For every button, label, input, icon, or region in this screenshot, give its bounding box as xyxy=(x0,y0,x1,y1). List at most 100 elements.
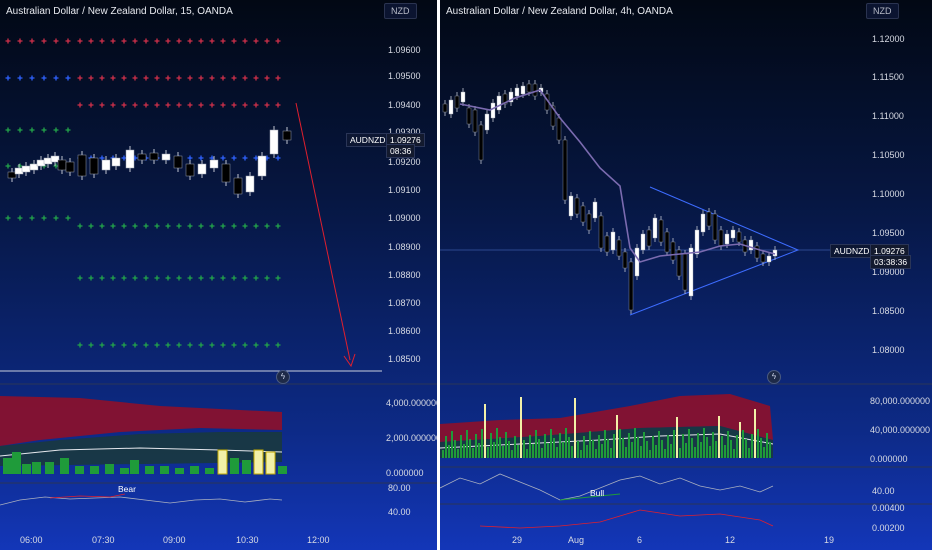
plus-marker xyxy=(41,75,47,81)
left-chart-pane[interactable]: Australian Dollar / New Zealand Dollar, … xyxy=(0,0,437,550)
plus-marker xyxy=(253,38,259,44)
right-currency-button[interactable]: NZD xyxy=(866,3,899,19)
volume-bar xyxy=(577,441,579,458)
lightning-icon[interactable]: ϟ xyxy=(767,370,781,384)
left-time-tick: 09:00 xyxy=(163,535,186,545)
plus-marker xyxy=(275,155,281,161)
plus-marker xyxy=(220,155,226,161)
plus-marker xyxy=(198,275,204,281)
plus-marker xyxy=(88,38,94,44)
candle xyxy=(694,229,700,255)
plus-marker xyxy=(99,102,105,108)
candle xyxy=(50,155,60,163)
volume-bar xyxy=(745,439,747,458)
candle xyxy=(221,163,231,183)
candle xyxy=(137,153,147,161)
plus-marker xyxy=(143,38,149,44)
plus-marker xyxy=(99,342,105,348)
volume-bar xyxy=(622,438,624,458)
plus-marker xyxy=(29,127,35,133)
plus-marker xyxy=(77,75,83,81)
plus-marker xyxy=(121,275,127,281)
candle xyxy=(197,163,207,175)
plus-marker xyxy=(77,102,83,108)
volume-bar xyxy=(499,437,501,458)
right-chart-canvas[interactable] xyxy=(440,0,932,550)
plus-marker xyxy=(143,275,149,281)
left-chart-canvas[interactable] xyxy=(0,0,437,550)
plus-marker xyxy=(99,38,105,44)
volume-bar xyxy=(559,433,561,458)
plus-marker xyxy=(176,275,182,281)
plus-marker xyxy=(176,38,182,44)
plus-marker xyxy=(253,75,259,81)
volume-bar xyxy=(742,430,744,458)
plus-marker xyxy=(132,102,138,108)
candle xyxy=(101,159,111,171)
left-price-tick: 1.09500 xyxy=(388,71,421,81)
plus-marker xyxy=(231,102,237,108)
volume-bar xyxy=(637,437,639,458)
plus-marker xyxy=(53,215,59,221)
candle xyxy=(478,124,484,161)
pane-divider[interactable] xyxy=(437,0,440,550)
right-volume-tick: 40,000.000000 xyxy=(870,425,931,435)
left-volume-tick: 0.000000 xyxy=(386,468,424,478)
volume-bar xyxy=(691,438,693,458)
plus-marker xyxy=(242,75,248,81)
volume-bar xyxy=(574,398,576,458)
candle xyxy=(257,155,267,177)
volume-bar xyxy=(190,466,199,474)
volume-bar xyxy=(469,439,471,458)
plus-marker xyxy=(143,102,149,108)
left-currency-button[interactable]: NZD xyxy=(384,3,417,19)
volume-bar xyxy=(520,397,522,458)
plus-marker xyxy=(209,223,215,229)
plus-marker xyxy=(275,75,281,81)
plus-marker xyxy=(275,102,281,108)
left-last-price: 1.09276 xyxy=(386,133,425,147)
volume-bar xyxy=(700,442,702,458)
volume-bar xyxy=(538,439,540,458)
left-price-tick: 1.09300 xyxy=(388,127,421,137)
right-chart-pane[interactable]: Australian Dollar / New Zealand Dollar, … xyxy=(440,0,932,550)
volume-bar xyxy=(685,443,687,458)
plus-marker xyxy=(17,75,23,81)
volume-bar xyxy=(751,434,753,458)
plus-marker xyxy=(242,38,248,44)
plus-marker xyxy=(5,163,11,169)
plus-marker xyxy=(110,75,116,81)
left-time-tick: 06:00 xyxy=(20,535,43,545)
plus-marker xyxy=(220,342,226,348)
lightning-icon[interactable]: ϟ xyxy=(276,370,290,384)
volume-bar xyxy=(145,466,154,474)
plus-marker xyxy=(121,342,127,348)
right-time-tick: Aug xyxy=(568,535,585,545)
right-osc-signal-label: Bull xyxy=(590,488,605,498)
plus-marker xyxy=(53,163,59,169)
right-price-tick: 1.10500 xyxy=(872,150,905,160)
volume-bar xyxy=(508,441,510,458)
candle xyxy=(65,161,75,173)
volume-bar xyxy=(697,433,699,458)
plus-marker xyxy=(5,215,11,221)
candle xyxy=(628,261,634,311)
volume-bar xyxy=(688,429,690,458)
plus-marker xyxy=(275,223,281,229)
plus-marker xyxy=(275,38,281,44)
plus-marker xyxy=(220,102,226,108)
plus-marker xyxy=(264,38,270,44)
moving-average-line xyxy=(459,89,776,263)
candle xyxy=(125,149,135,169)
plus-marker xyxy=(242,102,248,108)
plus-marker xyxy=(41,38,47,44)
plus-marker xyxy=(5,127,11,133)
left-price-tick: 1.09000 xyxy=(388,213,421,223)
right-time-tick: 6 xyxy=(637,535,643,545)
right-osc-tick: 40.00 xyxy=(872,486,895,496)
left-osc-tick: 40.00 xyxy=(388,507,411,517)
plus-marker xyxy=(17,163,23,169)
plus-marker xyxy=(176,75,182,81)
left-price-tick: 1.08800 xyxy=(388,270,421,280)
